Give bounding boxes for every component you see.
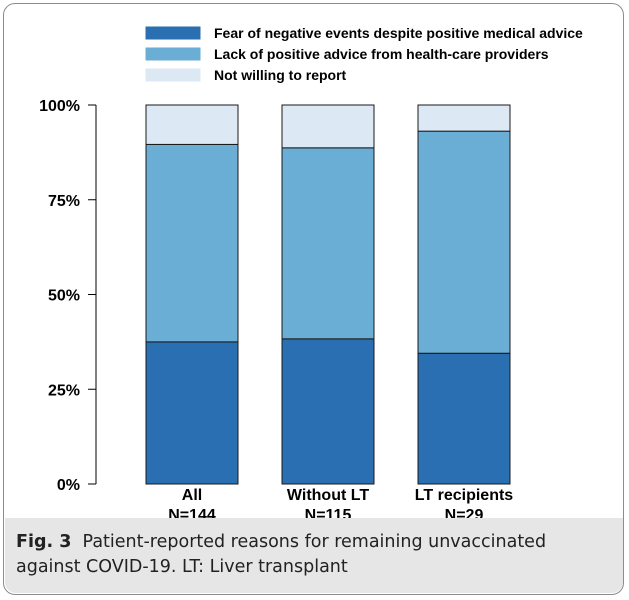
bar-segment bbox=[145, 104, 239, 145]
legend-label: Fear of negative events despite positive… bbox=[214, 25, 583, 41]
y-tick-label: 75% bbox=[48, 193, 80, 210]
y-tick-label: 0% bbox=[57, 477, 80, 494]
caption-text: Patient-reported reasons for remaining u… bbox=[16, 532, 547, 577]
y-tick-label: 100% bbox=[39, 98, 80, 115]
bar-segment bbox=[281, 338, 375, 485]
legend-label: Not willing to report bbox=[214, 67, 347, 83]
chart-legend: Fear of negative events despite positive… bbox=[145, 25, 583, 83]
x-category-label: N=115 bbox=[305, 507, 352, 520]
legend-swatch bbox=[145, 47, 201, 61]
y-tick-label: 25% bbox=[48, 382, 80, 399]
legend-swatch bbox=[145, 68, 201, 82]
bar-segment bbox=[417, 104, 511, 132]
x-category-label: Without LT bbox=[287, 487, 369, 504]
y-tick-label: 50% bbox=[48, 288, 80, 305]
x-category-label: N=29 bbox=[445, 507, 484, 520]
bar-segment bbox=[145, 341, 239, 485]
bar-segment bbox=[281, 104, 375, 149]
figure-caption: Fig. 3 Patient-reported reasons for rema… bbox=[16, 530, 612, 580]
bar-segment bbox=[145, 143, 239, 343]
caption-label: Fig. 3 bbox=[16, 532, 72, 552]
bar-segment bbox=[417, 352, 511, 485]
legend-swatch bbox=[145, 26, 201, 40]
bar-group bbox=[145, 104, 511, 485]
x-category-label: N=144 bbox=[168, 507, 216, 520]
bar-segment bbox=[417, 130, 511, 354]
y-axis: 0% 25% 50% 75% 100% bbox=[39, 98, 97, 494]
x-category-label: All bbox=[182, 487, 202, 504]
x-category-label: LT recipients bbox=[415, 487, 513, 504]
bar-segment bbox=[281, 147, 375, 340]
legend-label: Lack of positive advice from health-care… bbox=[214, 46, 549, 62]
x-axis-labels: All N=144 Without LT N=115 LT recipients N=29 bbox=[168, 487, 513, 520]
stacked-bar-chart: Fear of negative events despite positive… bbox=[39, 25, 583, 520]
caption-band bbox=[5, 518, 623, 593]
